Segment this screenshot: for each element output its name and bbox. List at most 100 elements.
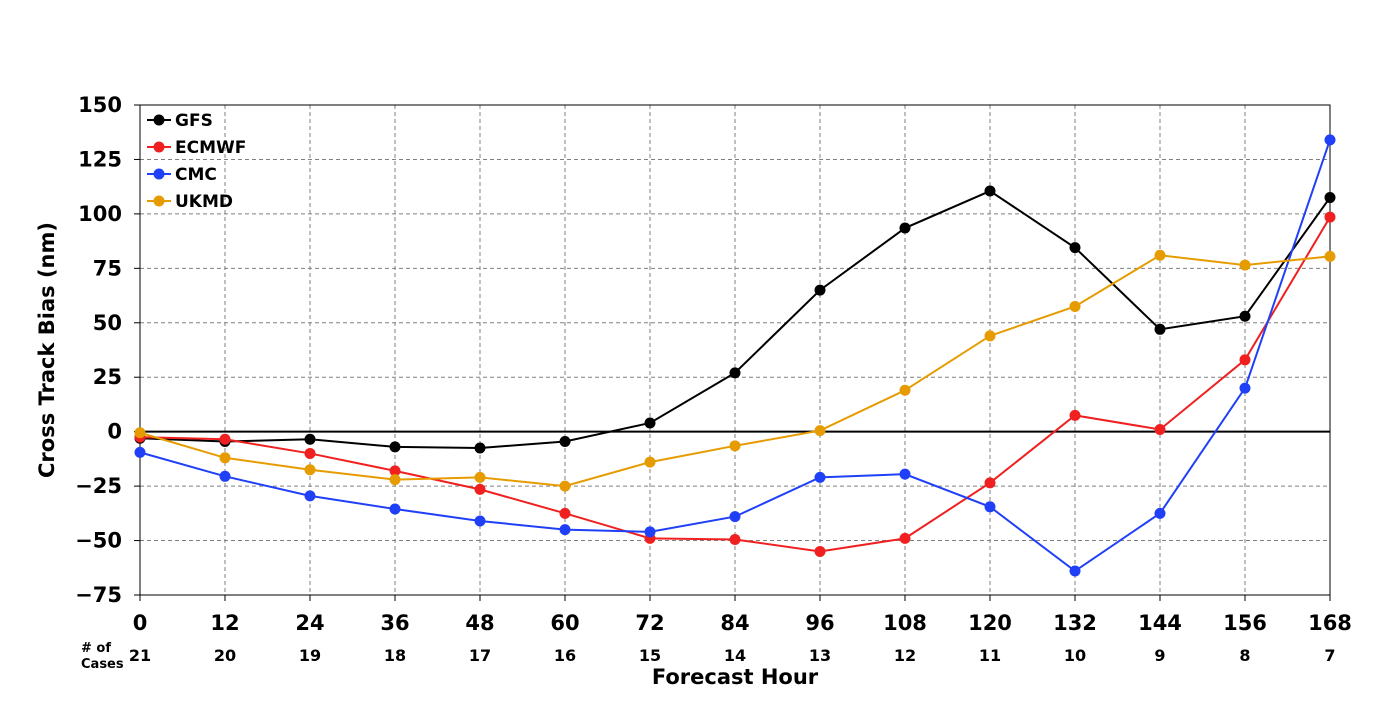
data-point [219, 433, 231, 445]
x-tick-label: 132 [1053, 611, 1097, 635]
y-tick-label: 150 [78, 93, 122, 117]
case-count: 11 [979, 646, 1001, 665]
cases-label-line: Cases [81, 657, 124, 672]
data-point [134, 427, 146, 439]
data-point [984, 330, 996, 342]
data-point [1324, 192, 1336, 204]
x-tick-label: 12 [210, 611, 239, 635]
legend: GFS ECMWF CMC UKMD [147, 111, 246, 212]
data-point [389, 503, 401, 515]
cases-label: # of Cases [81, 641, 124, 672]
case-count: 18 [384, 646, 406, 665]
y-tick-label: 100 [78, 202, 122, 226]
data-point [219, 452, 231, 464]
data-point [1239, 259, 1251, 271]
case-count: 13 [809, 646, 831, 665]
data-point [814, 425, 826, 437]
data-point [899, 222, 911, 234]
data-point [984, 185, 996, 197]
data-point [814, 471, 826, 483]
data-point [1324, 250, 1336, 262]
data-point [1154, 249, 1166, 261]
axes: −75 −50 −25 0 25 50 75 100 125 150 0 12 24 36 48 60 72 84… [35, 93, 1352, 689]
x-tick-label: 72 [635, 611, 664, 635]
case-count: 17 [469, 646, 491, 665]
data-point [559, 435, 571, 447]
data-point [559, 507, 571, 519]
data-point [814, 545, 826, 557]
data-point [304, 490, 316, 502]
data-point [984, 477, 996, 489]
data-point [474, 442, 486, 454]
data-point [1069, 242, 1081, 254]
data-point [729, 533, 741, 545]
data-point [1154, 507, 1166, 519]
legend-item-ecmwf: ECMWF [147, 138, 246, 158]
y-tick-label: 0 [107, 420, 122, 444]
data-point [474, 483, 486, 495]
case-count: 20 [214, 646, 236, 665]
x-tick-label: 36 [380, 611, 409, 635]
data-point [729, 367, 741, 379]
data-point [474, 515, 486, 527]
legend-marker [153, 195, 165, 207]
x-tick-label: 84 [720, 611, 749, 635]
x-tick-label: 96 [805, 611, 834, 635]
legend-marker [153, 168, 165, 180]
legend-label: ECMWF [175, 138, 246, 158]
data-point [729, 511, 741, 523]
x-tick-label: 60 [550, 611, 579, 635]
legend-item-gfs: GFS [147, 111, 213, 131]
case-count: 14 [724, 646, 746, 665]
series-cmc [134, 134, 1336, 577]
x-tick-label: 144 [1138, 611, 1182, 635]
data-point [1239, 382, 1251, 394]
data-point [389, 465, 401, 477]
data-point [899, 384, 911, 396]
y-tick-label: 125 [78, 147, 122, 171]
data-point [304, 447, 316, 459]
x-tick-label: 156 [1223, 611, 1267, 635]
data-point [559, 480, 571, 492]
case-count: 21 [129, 646, 151, 665]
data-point [474, 471, 486, 483]
cases-label-line: # of [81, 641, 111, 656]
case-count: 16 [554, 646, 576, 665]
data-point [1324, 134, 1336, 146]
case-count: 7 [1324, 646, 1335, 665]
data-point [1239, 310, 1251, 322]
data-point [389, 474, 401, 486]
data-point [1069, 565, 1081, 577]
case-count: 10 [1064, 646, 1086, 665]
data-point [644, 456, 656, 468]
data-point [729, 440, 741, 452]
legend-label: UKMD [175, 192, 233, 212]
legend-label: CMC [175, 165, 217, 185]
data-point [984, 501, 996, 513]
data-point [559, 524, 571, 536]
case-count: 12 [894, 646, 916, 665]
y-tick-label: −25 [75, 474, 122, 498]
data-point [1154, 423, 1166, 435]
y-axis-title: Cross Track Bias (nm) [35, 222, 59, 478]
data-point [1154, 323, 1166, 335]
x-axis-title: Forecast Hour [652, 665, 819, 689]
data-point [304, 433, 316, 445]
data-point [1069, 300, 1081, 312]
y-tick-label: −50 [75, 529, 122, 553]
data-point [814, 284, 826, 296]
x-tick-label: 108 [883, 611, 927, 635]
data-point [1069, 409, 1081, 421]
x-tick-label: 0 [133, 611, 148, 635]
x-tick-label: 168 [1308, 611, 1352, 635]
series-gfs [134, 185, 1336, 454]
y-tick-label: −75 [75, 583, 122, 607]
y-tick-label: 50 [93, 311, 122, 335]
case-count: 15 [639, 646, 661, 665]
y-tick-label: 75 [93, 256, 122, 280]
data-point [899, 468, 911, 480]
x-tick-label: 48 [465, 611, 494, 635]
data-point [644, 417, 656, 429]
